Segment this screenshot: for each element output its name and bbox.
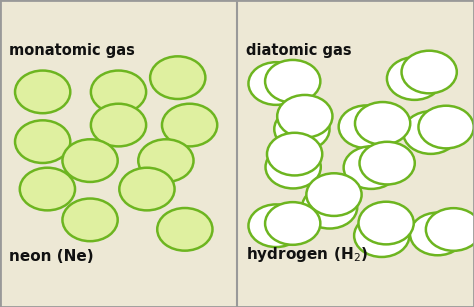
Ellipse shape [401,51,457,93]
Ellipse shape [157,208,212,251]
Ellipse shape [15,120,70,163]
Ellipse shape [91,71,146,113]
Text: neon (Ne): neon (Ne) [9,249,94,264]
Ellipse shape [15,71,70,113]
Ellipse shape [359,142,415,185]
Ellipse shape [138,139,193,182]
Ellipse shape [150,56,205,99]
Ellipse shape [274,108,329,150]
Ellipse shape [63,199,118,241]
Ellipse shape [265,60,320,103]
Ellipse shape [162,104,217,146]
Ellipse shape [387,57,442,100]
Ellipse shape [91,104,146,146]
Ellipse shape [267,133,322,175]
Ellipse shape [248,62,304,105]
Ellipse shape [426,208,474,251]
Ellipse shape [354,214,410,257]
Ellipse shape [63,139,118,182]
Ellipse shape [355,102,410,145]
Ellipse shape [339,105,394,148]
Text: monatomic gas: monatomic gas [9,43,136,58]
Ellipse shape [410,213,465,255]
Ellipse shape [119,168,174,210]
Ellipse shape [20,168,75,210]
Ellipse shape [265,202,320,245]
Ellipse shape [248,204,304,247]
Ellipse shape [403,111,458,154]
Text: hydrogen (H$_2$): hydrogen (H$_2$) [246,245,368,264]
Ellipse shape [277,95,332,138]
Ellipse shape [358,202,414,244]
Ellipse shape [302,186,357,228]
Ellipse shape [344,146,399,189]
Ellipse shape [265,146,321,188]
Text: diatomic gas: diatomic gas [246,43,352,58]
Ellipse shape [419,106,474,148]
Ellipse shape [306,173,362,216]
